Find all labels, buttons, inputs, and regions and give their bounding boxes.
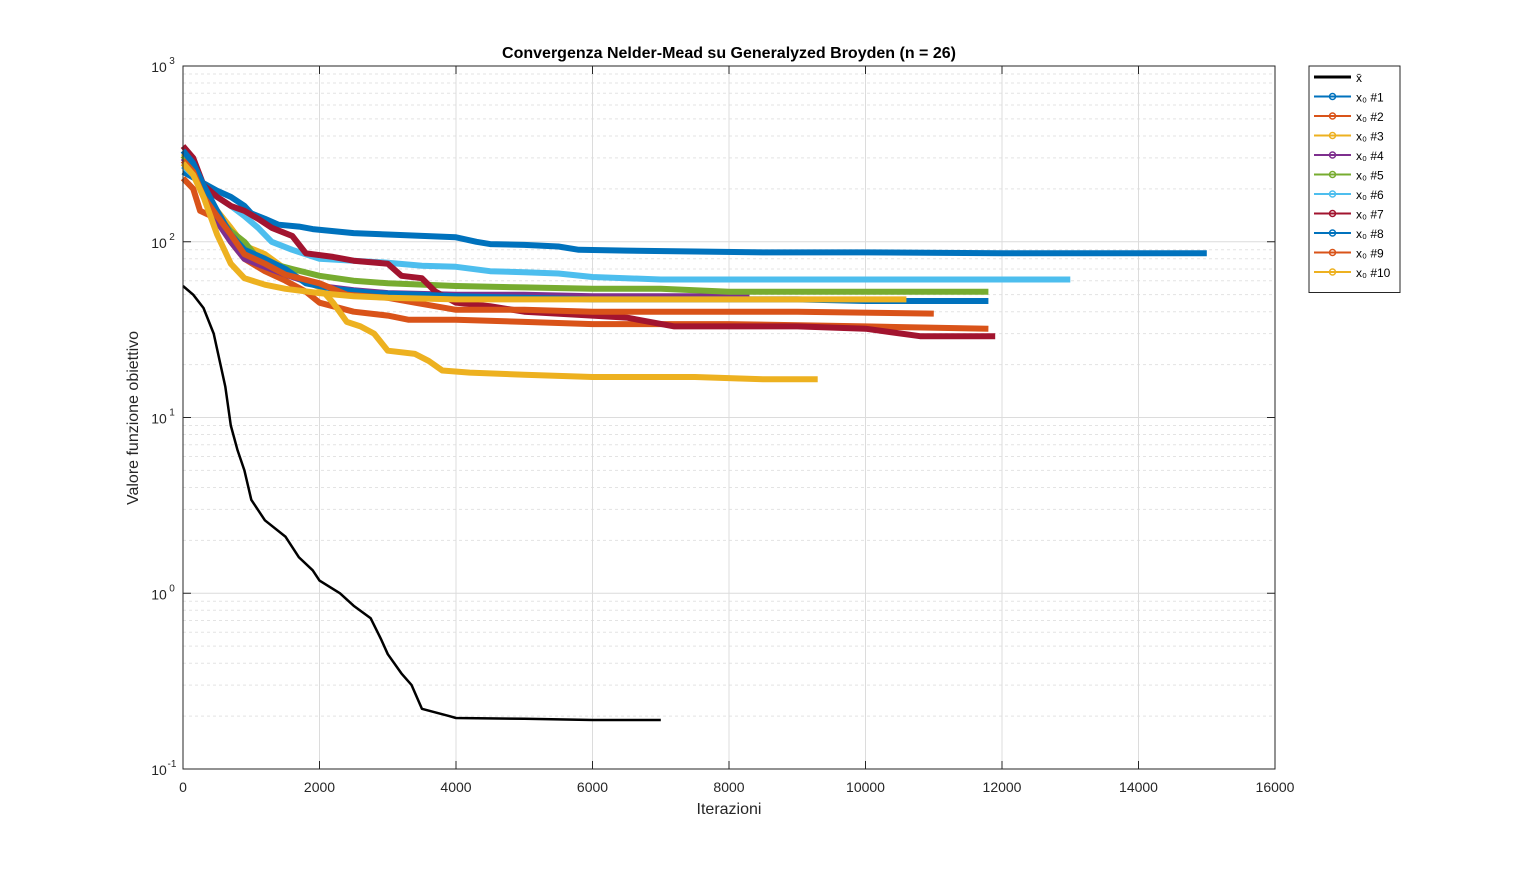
- legend-label: x̄: [1356, 71, 1362, 85]
- y-tick-exponent: -1: [168, 759, 177, 770]
- x-tick-label: 16000: [1256, 779, 1295, 795]
- series-line: [180, 161, 907, 303]
- legend-label: x₀ #8: [1356, 227, 1384, 241]
- x-axis-label: Iterazioni: [697, 801, 762, 818]
- x-tick-label: 10000: [846, 779, 885, 795]
- legend-label: x₀ #6: [1356, 188, 1384, 202]
- y-tick-label: 10: [151, 59, 167, 75]
- series-layer: [180, 144, 1207, 722]
- x-axis-ticks: 0 2000 4000 6000 8000 10000 12000 14000 16000: [179, 66, 1295, 795]
- legend-marker: [1328, 268, 1337, 276]
- legend: x̄ x₀ #1 x₀ #2 x₀ #3 x₀ #4 x₀ #5 x₀ #6 x₀ #7 x₀ …: [1308, 65, 1401, 293]
- x-tick-label: 6000: [577, 779, 608, 795]
- legend-label: x₀ #4: [1356, 149, 1384, 163]
- series-line: [182, 285, 661, 722]
- legend-label: x₀ #7: [1356, 208, 1384, 222]
- y-tick-exponent: 2: [169, 232, 175, 243]
- legend-marker: [1328, 229, 1337, 237]
- legend-label: x₀ #1: [1356, 91, 1384, 105]
- series-line: [180, 144, 996, 340]
- y-axis-label: Valore funzione obiettivo: [125, 331, 142, 505]
- y-tick-exponent: 0: [169, 583, 175, 594]
- legend-marker: [1328, 92, 1337, 101]
- x-tick-label: 8000: [713, 779, 744, 795]
- y-tick-label: 10: [151, 762, 167, 778]
- legend-label: x₀ #10: [1356, 266, 1391, 280]
- legend-label: x₀ #9: [1356, 247, 1384, 261]
- y-tick-exponent: 1: [169, 408, 175, 419]
- legend-marker: [1328, 170, 1337, 179]
- x-tick-label: 2000: [304, 779, 335, 795]
- legend-label: x₀ #3: [1356, 130, 1384, 144]
- legend-marker: [1328, 151, 1337, 159]
- y-tick-label: 10: [151, 411, 167, 427]
- legend-label: x₀ #5: [1356, 169, 1384, 183]
- y-tick-label: 10: [151, 235, 167, 251]
- y-tick-exponent: 3: [169, 56, 175, 67]
- x-tick-label: 12000: [983, 779, 1022, 795]
- legend-marker: [1328, 248, 1337, 257]
- x-tick-label: 4000: [440, 779, 471, 795]
- legend-marker: [1328, 131, 1337, 140]
- x-tick-label: 14000: [1119, 779, 1158, 795]
- legend-marker: [1328, 190, 1337, 198]
- legend-marker: [1328, 209, 1337, 218]
- legend-label: x₀ #2: [1356, 110, 1384, 124]
- legend-box: [1308, 65, 1401, 293]
- series-line: [181, 169, 1207, 257]
- x-tick-label: 0: [179, 779, 187, 795]
- y-tick-label: 10: [151, 586, 167, 602]
- chart-title: Convergenza Nelder-Mead su Generalyzed B…: [502, 45, 956, 62]
- legend-marker: [1328, 112, 1337, 120]
